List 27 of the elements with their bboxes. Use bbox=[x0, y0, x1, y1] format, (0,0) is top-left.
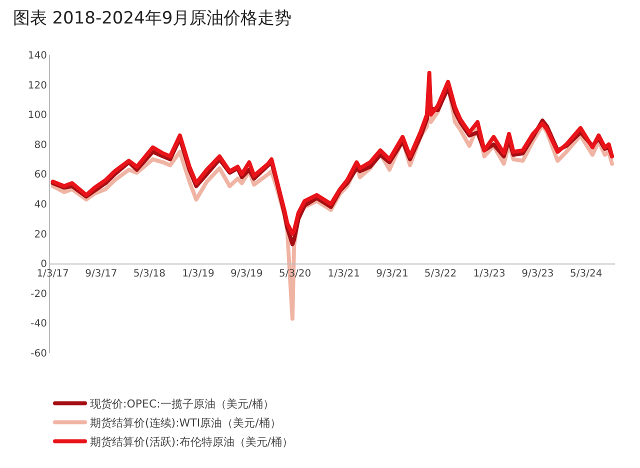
x-tick-label: 1/3/21 bbox=[328, 268, 360, 280]
y-tick-label: -40 bbox=[30, 318, 47, 330]
y-tick-label: 0 bbox=[40, 259, 47, 270]
x-tick-label: 1/3/19 bbox=[182, 268, 214, 280]
x-tick-label: 9/3/23 bbox=[522, 268, 554, 280]
y-tick-label: 40 bbox=[34, 200, 47, 210]
x-tick-label: 1/3/23 bbox=[473, 268, 506, 280]
y-tick-label: 140 bbox=[28, 50, 47, 62]
chart-title: 图表 2018-2024年9月原油价格走势 bbox=[12, 8, 292, 29]
y-tick-label: 20 bbox=[34, 229, 47, 240]
x-tick-label: 5/3/24 bbox=[570, 268, 602, 280]
y-tick-label: 60 bbox=[34, 170, 47, 181]
legend-label: 现货价:OPEC:一揽子原油（美元/桶） bbox=[90, 398, 274, 411]
x-tick-label: 9/3/17 bbox=[85, 268, 118, 280]
x-tick-label: 5/3/18 bbox=[133, 268, 166, 280]
legend-label: 期货结算价(连续):WTI原油（美元/桶） bbox=[90, 416, 281, 430]
y-tick-label: 80 bbox=[34, 140, 47, 151]
y-tick-label: 100 bbox=[28, 110, 47, 122]
x-tick-label: 5/3/22 bbox=[424, 268, 457, 280]
y-tick-label: -20 bbox=[30, 288, 47, 300]
y-tick-label: 120 bbox=[28, 80, 47, 92]
x-tick-label: 9/3/19 bbox=[230, 268, 263, 280]
y-tick-label: -60 bbox=[30, 348, 47, 360]
x-tick-label: 5/3/20 bbox=[278, 268, 312, 280]
legend-label: 期货结算价(活跃):布伦特原油（美元/桶） bbox=[90, 436, 293, 449]
x-tick-label: 9/3/21 bbox=[376, 268, 408, 280]
x-tick-label: 1/3/17 bbox=[36, 268, 69, 280]
